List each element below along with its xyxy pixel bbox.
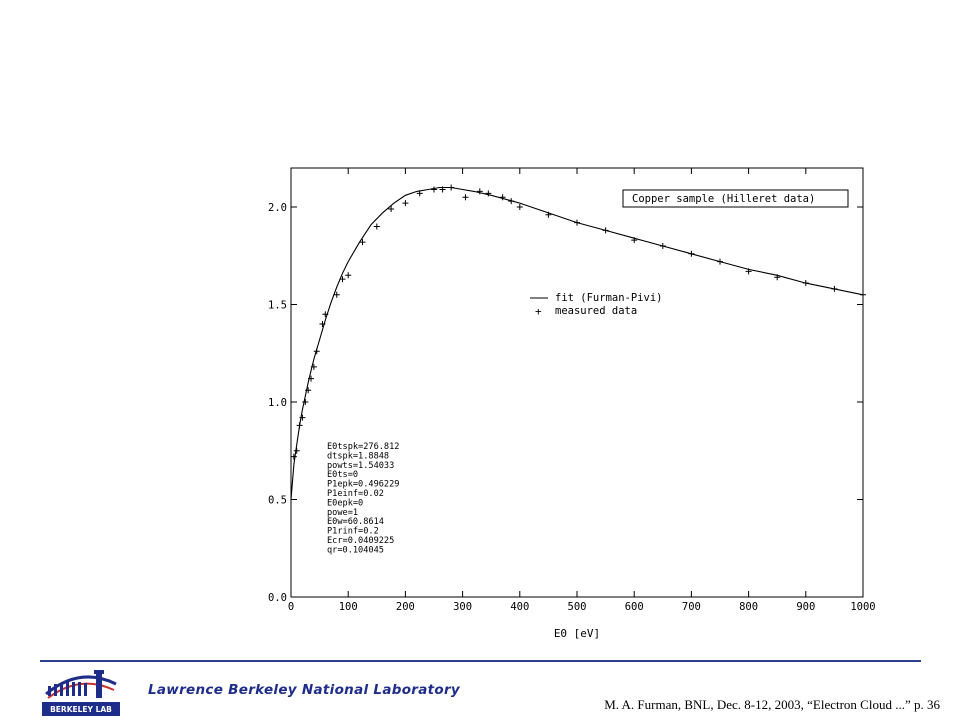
fit-parameter: E0tspk=276.812 xyxy=(327,442,399,452)
data-point xyxy=(717,258,723,265)
fit-parameter: Ecr=0.0409225 xyxy=(327,536,394,546)
chart: 0 100 200 300 400 500 600 700 800 900 1000 0.0 0.5 1… xyxy=(268,167,876,640)
data-point xyxy=(439,186,446,193)
fit-parameter: powts=1.54033 xyxy=(327,461,394,471)
data-point xyxy=(659,243,666,249)
fit-parameter: powe=1 xyxy=(327,508,358,518)
data-point xyxy=(293,447,300,454)
data-point xyxy=(745,268,752,275)
fit-parameter: E0epk=0 xyxy=(327,498,363,508)
logo-text: BERKELEY LAB xyxy=(50,705,112,714)
lab-name: Lawrence Berkeley National Laboratory xyxy=(148,682,461,698)
y-tick-label: 1.5 xyxy=(268,300,287,312)
x-tick-label: 400 xyxy=(510,601,529,613)
title-box xyxy=(622,189,849,208)
x-axis-label: E0 [eV] xyxy=(554,627,600,640)
data-point xyxy=(485,190,492,197)
data-point xyxy=(462,194,469,201)
x-tick-label: 900 xyxy=(796,601,815,613)
data-point xyxy=(860,291,866,298)
chart-title: Copper sample (Hilleret data) xyxy=(632,193,815,205)
fit-parameter: E0ts=0 xyxy=(327,470,358,480)
data-point xyxy=(602,227,609,234)
data-point xyxy=(359,239,366,246)
x-tick-label: 100 xyxy=(339,601,358,613)
data-point xyxy=(310,363,317,370)
x-tick-label: 200 xyxy=(396,601,415,613)
data-point xyxy=(802,280,809,287)
data-point xyxy=(631,237,638,244)
fit-parameter: P1epk=0.496229 xyxy=(327,480,399,490)
x-tick-label: 300 xyxy=(453,601,472,613)
data-point xyxy=(574,219,580,226)
data-point xyxy=(831,285,838,292)
legend-data-label: measured data xyxy=(555,305,637,317)
data-point xyxy=(322,311,329,318)
y-axis-ticks: 0.0 0.5 1.0 1.5 2.0 xyxy=(268,202,863,604)
x-tick-label: 1000 xyxy=(850,601,875,613)
fit-parameters: E0tspk=276.812dtspk=1.8848powts=1.54033E… xyxy=(327,442,399,555)
legend-marker-swatch: + xyxy=(535,305,542,318)
data-point xyxy=(388,205,395,212)
data-point xyxy=(431,186,437,193)
x-tick-label: 800 xyxy=(739,601,758,613)
legend-fit-label: fit (Furman-Pivi) xyxy=(555,292,662,304)
data-point xyxy=(313,348,320,355)
fit-parameter: E0w=60.8614 xyxy=(327,517,384,527)
data-point xyxy=(499,194,506,201)
fit-parameter: qr=0.104045 xyxy=(327,545,384,555)
x-tick-label: 0 xyxy=(288,601,294,613)
data-point xyxy=(545,211,552,218)
data-point xyxy=(302,399,309,405)
data-point xyxy=(774,274,781,281)
data-point xyxy=(345,272,352,279)
data-point xyxy=(296,422,303,429)
citation: M. A. Furman, BNL, Dec. 8-12, 2003, “Ele… xyxy=(604,697,940,712)
footer-divider xyxy=(40,660,921,662)
data-point xyxy=(339,276,346,283)
fit-parameter: dtspk=1.8848 xyxy=(327,451,389,461)
data-point xyxy=(373,223,380,230)
x-axis-ticks: 0 100 200 300 400 500 600 700 800 900 1000 xyxy=(288,168,876,613)
fit-curve xyxy=(290,186,864,500)
data-point xyxy=(305,387,312,394)
y-tick-label: 1.0 xyxy=(268,397,287,409)
y-tick-label: 2.0 xyxy=(268,202,287,214)
x-tick-label: 600 xyxy=(625,601,644,613)
data-point xyxy=(416,190,423,197)
data-point xyxy=(299,414,306,421)
data-point xyxy=(333,291,340,298)
fit-parameter: P1einf=0.02 xyxy=(327,489,384,499)
data-point xyxy=(508,198,515,205)
legend: fit (Furman-Pivi) + measured data xyxy=(530,292,662,318)
data-point xyxy=(516,204,523,210)
data-point xyxy=(688,250,695,257)
x-tick-label: 500 xyxy=(568,601,587,613)
data-point xyxy=(319,321,326,327)
data-point xyxy=(290,453,297,460)
measured-data-markers xyxy=(290,184,866,460)
data-point xyxy=(448,184,455,191)
berkeley-lab-logo: BERKELEY LAB xyxy=(42,670,120,716)
data-point xyxy=(476,188,483,195)
data-point xyxy=(402,200,409,207)
data-point xyxy=(308,375,315,382)
y-tick-label: 0.5 xyxy=(268,495,287,507)
y-tick-label: 0.0 xyxy=(268,592,287,604)
fit-parameter: P1rinf=0.2 xyxy=(327,527,379,537)
x-tick-label: 700 xyxy=(682,601,701,613)
